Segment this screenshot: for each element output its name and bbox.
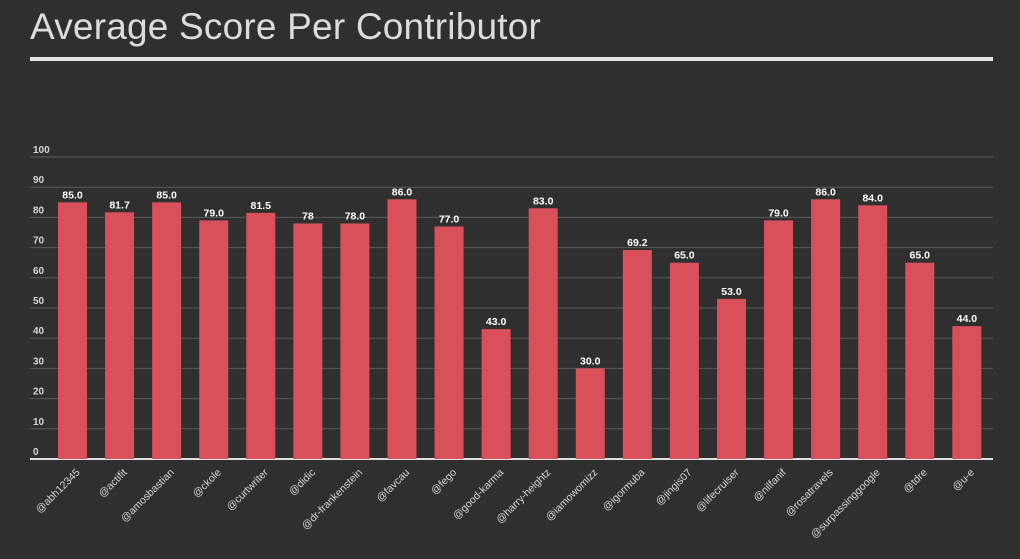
- data-label: 79.0: [768, 207, 789, 219]
- x-tick-label: @tdre: [901, 467, 930, 496]
- x-tick-label: @didic: [287, 467, 318, 498]
- bar: [152, 202, 182, 460]
- data-label: 84.0: [862, 192, 883, 204]
- x-tick-label: @jingis07: [653, 467, 694, 508]
- x-tick-label: @lifecruiser: [694, 466, 742, 514]
- y-tick-label: 90: [33, 175, 45, 186]
- data-label: 43.0: [486, 316, 507, 328]
- y-tick-label: 0: [33, 447, 39, 458]
- data-label: 30.0: [580, 355, 601, 367]
- data-label: 78.0: [345, 210, 366, 222]
- data-label: 65.0: [910, 250, 931, 262]
- data-label: 86.0: [392, 186, 413, 198]
- bar: [105, 212, 135, 459]
- bar: [858, 205, 888, 459]
- bar: [669, 262, 699, 459]
- bar: [387, 199, 417, 459]
- bar: [622, 250, 652, 459]
- bar: [952, 326, 982, 459]
- bar: [340, 223, 370, 459]
- data-label: 81.5: [251, 200, 272, 212]
- data-label: 69.2: [627, 237, 648, 249]
- data-label: 65.0: [674, 250, 695, 262]
- bar: [905, 262, 935, 459]
- bar: [434, 226, 464, 459]
- x-tick-label: @nilfanif: [751, 467, 789, 505]
- y-tick-label: 30: [33, 356, 45, 367]
- bar: [199, 220, 229, 459]
- bar: [764, 220, 794, 459]
- x-tick-label: @curtwriter: [224, 466, 271, 513]
- y-tick-label: 50: [33, 296, 45, 307]
- chart-title: Average Score Per Contributor: [30, 6, 542, 47]
- bar: [246, 212, 276, 459]
- bar: [481, 329, 511, 459]
- y-tick-label: 70: [33, 236, 45, 247]
- title-underline: [30, 57, 993, 61]
- bar: [528, 208, 558, 459]
- y-tick-label: 100: [33, 145, 50, 156]
- x-tick-label: @actifit: [96, 467, 129, 500]
- y-tick-label: 80: [33, 205, 45, 216]
- data-label: 86.0: [815, 186, 836, 198]
- bar: [575, 368, 605, 459]
- bar: [811, 199, 841, 459]
- x-tick-label: @abh12345: [34, 467, 83, 516]
- data-label: 53.0: [721, 286, 742, 298]
- x-tick-label: @fego: [429, 467, 460, 498]
- data-label: 81.7: [109, 199, 130, 211]
- x-tick-label: @favcau: [374, 467, 412, 505]
- data-label: 85.0: [62, 189, 83, 201]
- data-label: 79.0: [203, 207, 224, 219]
- y-tick-label: 60: [33, 266, 45, 277]
- y-tick-label: 40: [33, 326, 45, 337]
- bar: [716, 298, 746, 459]
- data-label: 83.0: [533, 195, 554, 207]
- y-tick-label: 10: [33, 417, 45, 428]
- x-tick-label: @u-e: [950, 467, 977, 494]
- y-tick-label: 20: [33, 387, 45, 398]
- bar: [58, 202, 87, 460]
- bar: [293, 223, 323, 459]
- data-label: 77.0: [439, 213, 460, 225]
- x-tick-label: @rosatravels: [783, 467, 835, 519]
- x-tick-label: @ckole: [190, 467, 223, 500]
- data-label: 85.0: [156, 189, 177, 201]
- x-tick-label: @igormuba: [600, 467, 647, 514]
- data-label: 78: [302, 210, 314, 222]
- data-label: 44.0: [957, 313, 978, 325]
